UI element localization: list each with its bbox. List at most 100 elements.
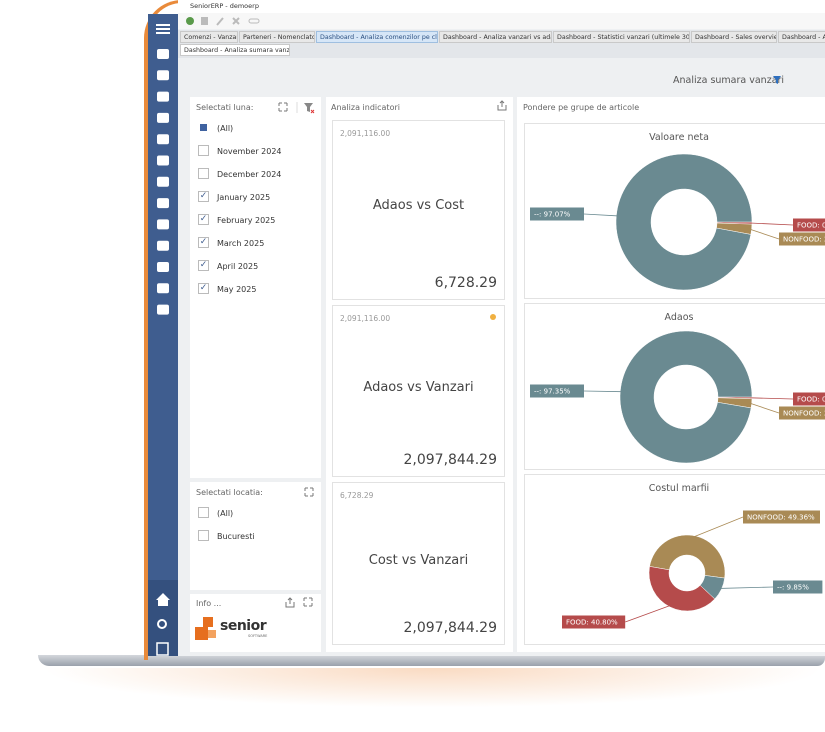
- filter-item[interactable]: ✓ February 2025: [198, 214, 275, 228]
- donut-slice[interactable]: [648, 566, 716, 612]
- menu-icon[interactable]: [156, 24, 170, 34]
- card-title: Cost vs Vanzari: [368, 553, 469, 569]
- location-filter-panel: Selectati locatia: (All) Bucuresti: [190, 482, 321, 590]
- filter-label: (All): [217, 124, 234, 133]
- filter-item[interactable]: (All): [198, 122, 233, 136]
- dashboard: Analiza sumara vanzari Selectati luna: (…: [178, 58, 825, 656]
- tab[interactable]: Dashboard - Analiza vanzari vs adaos: [439, 31, 552, 43]
- nav-icon[interactable]: [157, 176, 169, 187]
- label-box: [793, 218, 825, 232]
- checkbox[interactable]: ✓: [198, 283, 209, 294]
- slice-label: FOOD: 0.: [797, 396, 825, 404]
- chart-box: Adaos FOOD: 0. NONFOOD: 2. --: 97.35%: [524, 303, 825, 470]
- slice-label: NONFOOD: 2.: [783, 236, 825, 244]
- save-button[interactable]: [201, 17, 208, 25]
- donut-slice[interactable]: [649, 534, 726, 579]
- device-base: [38, 655, 825, 666]
- sidebar: [148, 14, 178, 656]
- settings-icon[interactable]: [157, 619, 167, 629]
- donut-slice[interactable]: [619, 330, 753, 464]
- edit-button[interactable]: [216, 17, 224, 26]
- tab[interactable]: Dashboard - Analiza sumara vanzari: [180, 44, 290, 56]
- checkbox[interactable]: ✓: [198, 237, 209, 248]
- slice-label: --: 9.85%: [777, 584, 809, 592]
- checkbox[interactable]: [198, 530, 209, 541]
- maximize-button[interactable]: [304, 487, 316, 499]
- donut-chart: NONFOOD: 49.36% --: 9.85% FOOD: 40.80%: [562, 510, 823, 629]
- nav-icon[interactable]: [157, 134, 169, 145]
- filter-item[interactable]: December 2024: [198, 168, 281, 182]
- filter-label: March 2025: [217, 239, 265, 248]
- filter-icon[interactable]: [772, 75, 782, 85]
- card-target: 6,728.29: [340, 491, 374, 500]
- card-value: 2,097,844.29: [403, 620, 497, 636]
- donut-chart: FOOD: 0. NONFOOD: 2. --: 97.07%: [530, 153, 825, 291]
- checkbox[interactable]: ✓: [198, 214, 209, 225]
- nav-icon[interactable]: [157, 70, 169, 81]
- nav-icon[interactable]: [157, 198, 169, 209]
- dashboard-title: Analiza sumara vanzari: [673, 75, 785, 86]
- filter-label: February 2025: [217, 216, 276, 225]
- checkbox[interactable]: ✓: [198, 260, 209, 271]
- nav-icon[interactable]: [157, 219, 169, 230]
- leader-line: [749, 402, 780, 414]
- toolbar: [178, 13, 825, 29]
- export-button[interactable]: [496, 100, 508, 112]
- checkbox[interactable]: [198, 507, 209, 518]
- delete-button[interactable]: [232, 17, 240, 25]
- nav-icon[interactable]: [157, 304, 169, 315]
- filter-item[interactable]: ✓ January 2025: [198, 191, 270, 205]
- report-icon[interactable]: [156, 642, 169, 656]
- tab[interactable]: Dashboard - Analiza comenzilor pe client…: [316, 31, 438, 43]
- clear-filter-button[interactable]: [304, 103, 313, 112]
- home-icon[interactable]: [156, 593, 170, 606]
- filter-item[interactable]: November 2024: [198, 145, 282, 159]
- donut-slice[interactable]: [615, 153, 753, 291]
- window-title: SeniorERP - demoerp: [190, 2, 259, 10]
- filter-item[interactable]: (All): [198, 507, 233, 521]
- card-value: 6,728.29: [434, 275, 497, 291]
- filter-item[interactable]: ✓ May 2025: [198, 283, 256, 297]
- filter-label: (All): [217, 509, 234, 518]
- tab[interactable]: Comenzi - Vanzari: [180, 31, 238, 43]
- checkbox[interactable]: [198, 122, 209, 133]
- card-value: 2,097,844.29: [403, 452, 497, 468]
- label-box: [530, 207, 584, 221]
- tab[interactable]: Dashboard - Statistici vanzari (ultimele…: [553, 31, 690, 43]
- maximize-button[interactable]: [303, 597, 313, 607]
- export-button[interactable]: [285, 597, 295, 608]
- chart-title: Adaos: [664, 312, 694, 323]
- checkbox[interactable]: [198, 168, 209, 179]
- label-box: [773, 580, 823, 594]
- link-button[interactable]: [248, 18, 260, 24]
- checkbox[interactable]: ✓: [198, 191, 209, 202]
- nav-icon[interactable]: [157, 283, 169, 294]
- filter-item[interactable]: ✓ March 2025: [198, 237, 264, 251]
- nav-icon[interactable]: [157, 112, 169, 123]
- label-box: [530, 384, 584, 398]
- slice-label: FOOD: 40.80%: [566, 619, 618, 627]
- tab[interactable]: Dashboard - Sales overview: [691, 31, 777, 43]
- donut-chart: FOOD: 0. NONFOOD: 2. --: 97.35%: [530, 330, 825, 464]
- slice-label: FOOD: 0.: [797, 222, 825, 230]
- indicator-card: 2,091,116.00 Adaos vs Cost 6,728.29: [332, 120, 505, 300]
- nav-icon[interactable]: [157, 49, 169, 59]
- filter-label: December 2024: [217, 170, 282, 179]
- device-shadow: [40, 668, 825, 708]
- checkbox[interactable]: [198, 145, 209, 156]
- refresh-button[interactable]: [186, 17, 194, 25]
- tab[interactable]: Dashboard - Analiz: [778, 31, 825, 43]
- nav-icon[interactable]: [157, 155, 169, 166]
- nav-icon[interactable]: [157, 91, 169, 102]
- filter-item[interactable]: Bucuresti: [198, 530, 255, 544]
- tab[interactable]: Parteneri - Nomenclator: [239, 31, 315, 43]
- panel-tools: [278, 102, 315, 114]
- filter-item[interactable]: ✓ April 2025: [198, 260, 258, 274]
- filter-label: January 2025: [217, 193, 271, 202]
- nav-icon[interactable]: [157, 262, 169, 272]
- nav-icon[interactable]: [157, 240, 169, 251]
- logo-subtext: SOFTWARE: [248, 634, 268, 638]
- maximize-button[interactable]: [278, 102, 288, 112]
- chart-title: Costul marfii: [648, 483, 710, 494]
